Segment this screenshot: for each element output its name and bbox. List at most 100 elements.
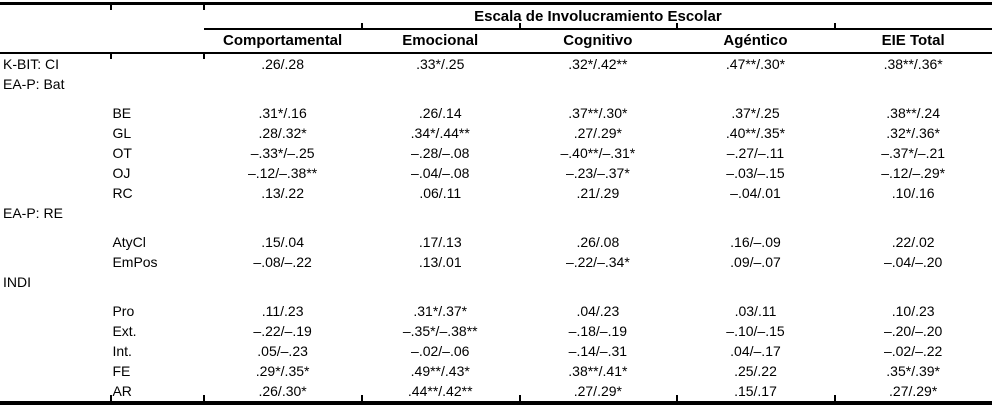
correlation-cell: .25/.22 (734, 363, 777, 379)
spanner-blank-cell (0, 4, 204, 30)
table-row: RC .13/.22 .06/.11 .21/.29 –.04/.01 .10/.16 (0, 183, 992, 203)
correlation-cell: –.18/–.19 (568, 323, 628, 339)
correlation-cell: –.20/–.20 (883, 323, 943, 339)
cell-boundary-tick (519, 395, 521, 401)
correlation-cell (361, 272, 519, 292)
correlation-cell: .26/.28 (261, 56, 305, 72)
table-row: EmPos –.08/–.22 .13/.01 –.22/–.34* .09/–.07 –… (0, 252, 992, 272)
column-header-emocional: Emocional (361, 29, 520, 54)
correlation-cell: .35*/.39* (886, 363, 940, 379)
row-sub-label: OT (112, 145, 132, 161)
correlation-cell: –.22/–.19 (253, 323, 312, 339)
correlation-cell: .26/.14 (418, 105, 462, 121)
correlation-cell: –.03/–.15 (726, 165, 785, 181)
table-row: GL .28/.32* .34*/.44** .27/.29* .40**/.35* .3… (0, 123, 992, 143)
table-row: OT –.33*/–.25 –.28/–.08 –.40**/–.31* –.27/–.… (0, 143, 992, 163)
row-label (0, 143, 110, 163)
row-label (0, 123, 110, 143)
table-row: AtyCl .15/.04 .17/.13 .26/.08 .16/–.09 .22/.0… (0, 232, 992, 252)
correlation-cell (519, 74, 677, 94)
correlation-cell: .06/.11 (419, 185, 462, 201)
correlation-cell: –.02/–.22 (883, 343, 943, 359)
correlation-cell: –.22/–.34* (565, 254, 630, 270)
correlation-cell: .38**/.36* (883, 56, 943, 72)
cell-boundary-tick (110, 5, 112, 10)
correlation-cell: .47**/.30* (725, 56, 786, 72)
correlation-cell: .17/.13 (418, 234, 462, 250)
cell-boundary-tick (361, 23, 363, 29)
correlation-cell: .29*/.35* (255, 363, 310, 379)
correlation-cell: .49**/.43* (410, 363, 470, 379)
correlation-cell: –.10/–.15 (726, 323, 785, 339)
table-row: Pro .11/.23 .31*/.37* .04/.23 .03/.11 .10/.23 (0, 301, 992, 321)
row-sub-label: Ext. (112, 323, 137, 339)
correlation-cell: .26/.30* (258, 383, 307, 399)
correlation-cell (519, 272, 677, 292)
correlation-cell (834, 272, 992, 292)
correlation-cell: –.04/.01 (730, 185, 781, 201)
correlation-cell: .27/.29* (573, 125, 622, 141)
correlation-cell (677, 74, 835, 94)
row-label (0, 232, 110, 252)
correlation-cell (204, 74, 362, 94)
correlation-cell: .37**/.30* (568, 105, 628, 121)
correlation-cell: .38**/.41* (568, 363, 628, 379)
cell-boundary-tick (203, 5, 205, 10)
correlation-cell: .10/.16 (891, 185, 935, 201)
cell-boundary-tick (676, 23, 678, 29)
column-header-cognitivo: Cognitivo (519, 29, 677, 54)
row-label (0, 341, 110, 361)
correlation-cell (834, 74, 992, 94)
cell-boundary-tick (519, 23, 521, 29)
correlation-cell: .28/.32* (258, 125, 307, 141)
row-sub-label: RC (112, 185, 133, 201)
correlation-cell: .13/.01 (418, 254, 462, 270)
correlation-cell: .04/.23 (576, 303, 620, 319)
correlation-cell: .15/.04 (261, 234, 305, 250)
correlation-cell: –.23/–.37* (565, 165, 630, 181)
correlation-cell: –.33*/–.25 (250, 145, 315, 161)
table-body: K-BIT: CI .26/.28 .33*/.25 .32*/.42** .47**/… (0, 53, 992, 403)
correlation-cell: –.35*/–.38** (402, 323, 478, 339)
row-sub-label (110, 272, 203, 292)
column-header-comportamental: Comportamental (203, 29, 362, 54)
row-label: EA-P: Bat (3, 76, 65, 92)
table-row: K-BIT: CI .26/.28 .33*/.25 .32*/.42** .47**/… (0, 53, 992, 74)
correlation-cell: –.02/–.06 (411, 343, 470, 359)
correlation-cell: .34*/.44** (410, 125, 470, 141)
correlation-cell: –.12/–.29* (881, 165, 946, 181)
header-blank-cell (0, 29, 204, 54)
table-row: BE .31*/.16 .26/.14 .37**/.30* .37*/.25 .38**… (0, 103, 992, 123)
spacer-cell (0, 292, 992, 301)
row-label (0, 321, 110, 341)
row-sub-label: GL (112, 125, 132, 141)
cell-boundary-tick (834, 23, 836, 29)
column-header-row: Comportamental Emocional Cognitivo Agént… (0, 29, 992, 54)
table-row: Int. .05/–.23 –.02/–.06 –.14/–.31 .04/–.17 –.… (0, 341, 992, 361)
table-row: FE .29*/.35* .49**/.43* .38**/.41* .25/.22 .3… (0, 361, 992, 381)
table-row: Ext. –.22/–.19 –.35*/–.38** –.18/–.19 –.10/–… (0, 321, 992, 341)
row-sub-label (110, 74, 203, 94)
correlation-cell: .04/–.17 (730, 343, 781, 359)
correlation-cell: .27/.29* (573, 383, 622, 399)
correlation-cell: .40**/.35* (725, 125, 786, 141)
row-sub-label: Pro (112, 303, 135, 319)
row-sub-label: Int. (112, 343, 132, 359)
column-header-agentico: Agéntico (676, 29, 835, 54)
correlation-cell: .31*/.37* (413, 303, 468, 319)
correlation-cell: .33*/.25 (416, 56, 465, 72)
row-label (0, 163, 110, 183)
correlation-cell: –.27/–.11 (726, 145, 785, 161)
correlation-cell (834, 203, 992, 223)
spacer-cell (0, 223, 992, 232)
correlation-cell: –.40**/–.31* (560, 145, 636, 161)
cell-boundary-tick (203, 395, 205, 401)
correlation-cell: .03/.11 (734, 303, 777, 319)
group-header-row: EA-P: Bat (0, 74, 992, 94)
correlation-cell: .11/.23 (261, 303, 304, 319)
correlation-cell (677, 272, 835, 292)
row-label (0, 301, 110, 321)
group-header-row: EA-P: RE (0, 203, 992, 223)
